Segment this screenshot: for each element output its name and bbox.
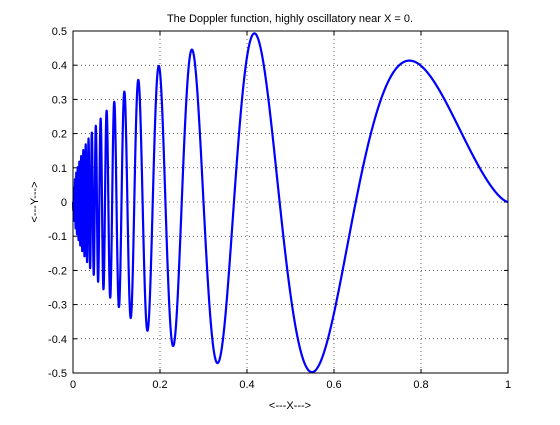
- y-tick-label: -0.2: [48, 265, 67, 277]
- x-axis-label: <---X--->: [269, 400, 311, 412]
- y-tick-label: -0.4: [48, 334, 67, 346]
- x-tick-label: 0.4: [239, 379, 254, 391]
- y-tick-label: 0: [61, 197, 67, 209]
- y-tick-label: 0.3: [52, 94, 67, 106]
- y-tick-label: 0.5: [52, 26, 67, 38]
- y-tick-label: 0.2: [52, 129, 67, 141]
- x-tick-label: 1: [505, 379, 511, 391]
- y-tick-label: 0.4: [52, 60, 67, 72]
- y-tick-label: -0.1: [48, 231, 67, 243]
- chart-title: The Doppler function, highly oscillatory…: [167, 13, 413, 25]
- x-tick-label: 0.8: [413, 379, 428, 391]
- axis-ticks: [72, 30, 509, 374]
- y-tick-label: -0.5: [48, 368, 67, 380]
- doppler-series-line: [71, 32, 509, 374]
- y-tick-label: -0.3: [48, 300, 67, 312]
- x-tick-label: 0.2: [152, 379, 167, 391]
- x-tick-label: 0: [70, 379, 76, 391]
- x-tick-label: 0.6: [326, 379, 341, 391]
- plot-frame: [72, 30, 509, 374]
- y-axis-label: <---Y--->: [29, 181, 41, 222]
- x-tick-labels: 0 0.2 0.4 0.6 0.8 1: [70, 379, 511, 391]
- y-tick-labels: -0.5 -0.4 -0.3 -0.2 -0.1 0 0.1 0.2 0.3 0.4 0.5: [48, 26, 67, 380]
- y-tick-label: 0.1: [52, 163, 67, 175]
- series-group: [71, 32, 509, 374]
